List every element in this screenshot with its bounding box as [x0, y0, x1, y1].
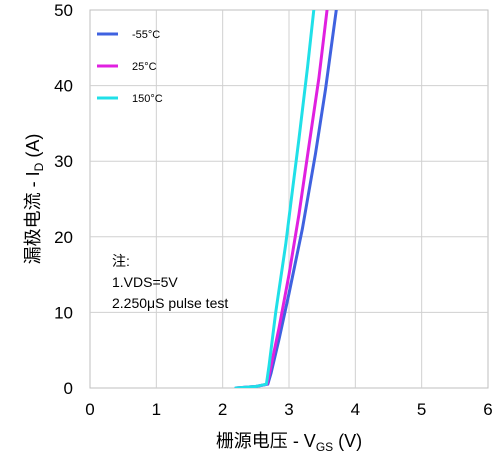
annotation-line-1: 注: — [112, 253, 130, 269]
y-axis-title-sub: D — [32, 162, 46, 171]
y-tick-labels: 0 10 20 30 40 50 — [54, 1, 73, 398]
x-axis-title-sub: GS — [316, 440, 333, 454]
annotation-line-2: 1.VDS=5V — [112, 274, 178, 290]
annotation: 注: 1.VDS=5V 2.250μS pulse test — [112, 253, 228, 311]
series-lines — [234, 10, 338, 388]
x-tick-labels: 0 1 2 3 4 5 6 — [85, 400, 492, 419]
y-axis-title: 漏极电流 - ID (A) — [23, 134, 46, 265]
x-tick-label: 6 — [483, 400, 492, 419]
y-axis-title-suffix: (A) — [23, 134, 43, 163]
y-tick-label: 40 — [54, 77, 73, 96]
y-tick-label: 20 — [54, 228, 73, 247]
x-tick-label: 5 — [417, 400, 426, 419]
legend-label-2: 25°C — [132, 61, 157, 73]
y-axis-title-main: 漏极电流 - I — [23, 171, 43, 264]
x-tick-label: 3 — [284, 400, 293, 419]
x-tick-label: 0 — [85, 400, 94, 419]
legend-label-1: -55°C — [132, 29, 160, 41]
annotation-line-3: 2.250μS pulse test — [112, 295, 228, 311]
y-tick-label: 0 — [64, 379, 73, 398]
y-tick-label: 10 — [54, 303, 73, 322]
x-tick-label: 4 — [351, 400, 360, 419]
x-axis-title-main: 栅源电压 - V — [216, 431, 316, 451]
y-tick-label: 30 — [54, 152, 73, 171]
x-tick-label: 2 — [218, 400, 227, 419]
x-tick-label: 1 — [152, 400, 161, 419]
grid — [90, 10, 488, 388]
x-axis-title-suffix: (V) — [333, 431, 362, 451]
series-line-3 — [234, 10, 316, 388]
legend: -55°C 25°C 150°C — [97, 29, 163, 105]
y-tick-label: 50 — [54, 1, 73, 20]
x-axis-title: 栅源电压 - VGS (V) — [216, 431, 362, 454]
legend-label-3: 150°C — [132, 93, 163, 105]
